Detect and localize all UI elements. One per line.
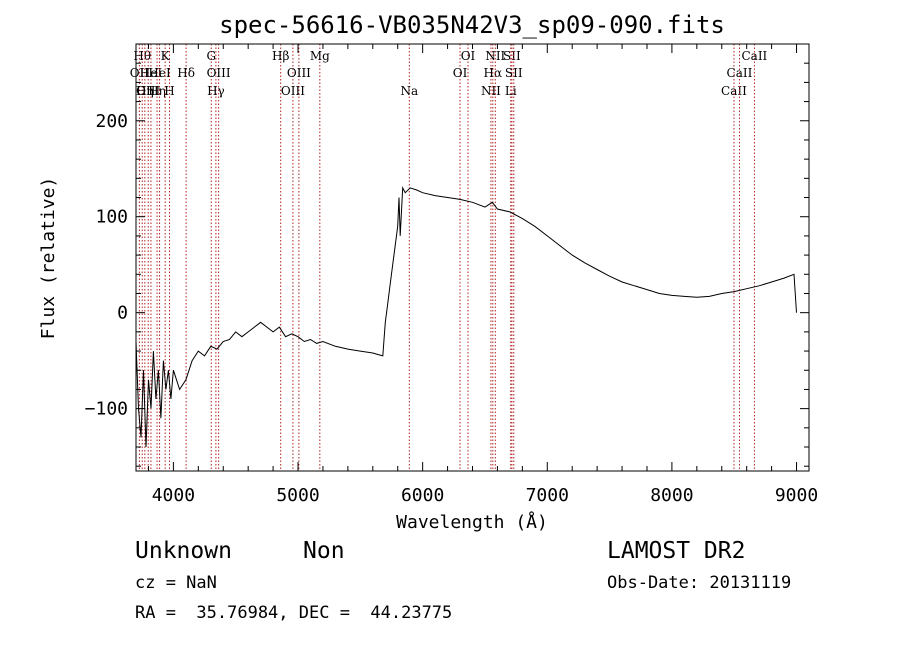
obs-date-label: Obs-Date: 20131119 (607, 573, 792, 593)
chart-title: spec-56616-VB035N42V3_sp09-090.fits (219, 11, 725, 39)
coords-label: RA = 35.76984, DEC = 44.23775 (135, 603, 453, 623)
x-tick-label: 4000 (152, 485, 195, 506)
y-tick-label: 100 (95, 207, 128, 228)
line-marker-label: CaII (741, 49, 767, 63)
line-marker-label: OI (453, 66, 468, 80)
line-marker-label: Hγ (207, 84, 225, 98)
line-marker-label: NII (481, 84, 501, 98)
line-marker-label: H (164, 84, 174, 98)
line-marker-label: Hθ (133, 49, 151, 63)
line-marker-label: OIII (207, 66, 231, 80)
x-tick-label: 8000 (650, 485, 693, 506)
y-axis: −100 0 100 200 (85, 43, 809, 467)
line-marker-label: Hη (148, 84, 166, 98)
line-marker-label: SII (503, 49, 521, 63)
line-marker-label: HeI (148, 66, 171, 80)
survey-label: LAMOST DR2 (607, 538, 746, 564)
x-axis: 4000 5000 6000 7000 8000 9000 (147, 44, 818, 506)
spectral-line-markers: OIIHθHηOIIIHeIHηHeIKHHδGHγOIIIHβOIIIOIII… (130, 44, 768, 471)
class-label: Unknown (135, 538, 232, 564)
y-tick-label: 0 (117, 303, 128, 324)
x-axis-label: Wavelength (Å) (396, 511, 548, 533)
line-marker-label: Li (505, 84, 517, 98)
spectrum-line (135, 186, 797, 448)
line-marker-label: NII (485, 49, 505, 63)
x-tick-label: 6000 (401, 485, 444, 506)
plot-frame (135, 43, 810, 472)
y-tick-label: −100 (85, 399, 128, 420)
line-marker-label: OIII (287, 66, 311, 80)
x-tick-label: 7000 (526, 485, 569, 506)
line-marker-label: OIII (281, 84, 305, 98)
line-marker-label: G (206, 49, 216, 63)
line-marker-label: Na (400, 84, 418, 98)
line-marker-label: Hα (484, 66, 503, 80)
subclass-label: Non (303, 538, 345, 564)
line-marker-label: SII (505, 66, 523, 80)
line-marker-label: OI (461, 49, 476, 63)
y-tick-label: 200 (95, 111, 128, 132)
line-marker-label: CaII (727, 66, 753, 80)
x-tick-label: 5000 (276, 485, 319, 506)
line-marker-label: CaII (721, 84, 747, 98)
line-marker-label: Hδ (177, 66, 195, 80)
x-tick-label: 9000 (775, 485, 818, 506)
line-marker-label: Hβ (272, 49, 289, 63)
line-marker-label: Mg (310, 49, 330, 63)
line-marker-label: Hη (136, 84, 154, 98)
y-axis-label: Flux (relative) (38, 177, 59, 340)
line-marker-label: K (161, 49, 171, 63)
redshift-label: cz = NaN (135, 573, 217, 593)
line-marker-label: OIII (136, 84, 160, 98)
